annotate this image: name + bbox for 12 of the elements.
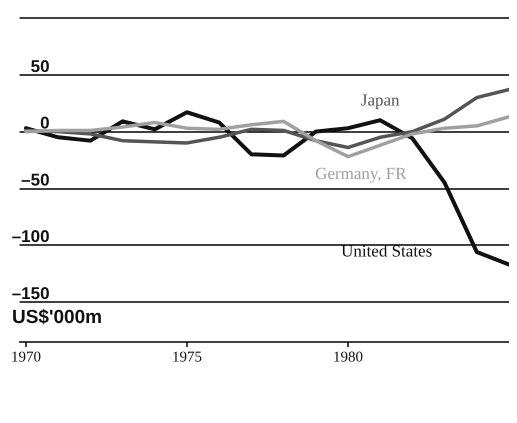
x-tick-label: 1975: [172, 350, 202, 366]
y-tick-label: –150: [12, 284, 50, 303]
y-tick-label: 0: [40, 114, 50, 133]
y-tick-label: 50: [30, 56, 50, 76]
y-tick-label: –50: [21, 170, 50, 190]
text: US$'000m: [12, 307, 102, 328]
text: United States: [341, 241, 432, 260]
x-tick-label: 1970: [11, 350, 41, 366]
series-label: Germany, FR: [315, 164, 408, 184]
series-label: Japan: [360, 90, 400, 110]
x-tick-label: 1980: [333, 350, 363, 366]
y-tick-label: –100: [12, 227, 50, 246]
